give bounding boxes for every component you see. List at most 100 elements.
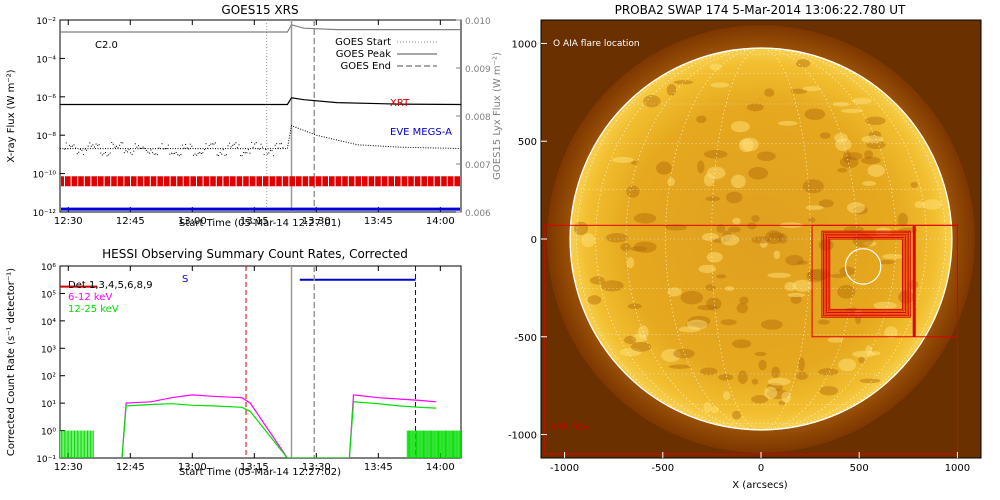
sun-texture-blob <box>680 290 704 305</box>
sun-texture-blob <box>795 59 811 68</box>
goes-short-point <box>279 143 281 145</box>
xrt-fov-box <box>544 224 958 455</box>
goes-short-point <box>137 145 139 147</box>
sun-texture-blob <box>838 358 857 372</box>
goes-short-point <box>82 154 84 156</box>
sun-texture-blob <box>631 333 647 343</box>
sun-texture-blob <box>861 135 884 144</box>
xrt-coverage-gap <box>394 176 395 187</box>
xrt-coverage-gap <box>446 176 448 187</box>
xrt-coverage-gap <box>189 176 191 187</box>
goes-short-point <box>224 154 226 156</box>
goes-short-point <box>192 154 194 156</box>
sun-texture-blob <box>706 252 723 263</box>
sun-texture-blob <box>845 152 863 161</box>
xrt-coverage-gap <box>367 176 369 187</box>
hessi-title: HESSI Observing Summary Count Rates, Cor… <box>102 247 408 261</box>
sun-texture-blob <box>840 108 864 113</box>
sun-texture-blob <box>698 264 717 274</box>
sun-texture-blob <box>771 366 781 379</box>
swap-panel: PROBA2 SWAP 174 5-Mar-2014 13:06:22.780 … <box>508 3 982 491</box>
hessi-series-6-12-kev <box>121 394 437 458</box>
sun-texture-blob <box>922 199 942 210</box>
goes-short-point <box>89 142 91 144</box>
goes-short-point <box>277 147 279 149</box>
xrt-pointing-box <box>829 238 903 310</box>
goes-short-point <box>142 146 144 148</box>
goes-short-point <box>70 146 72 148</box>
goes-ytick-label: 10⁻⁶ <box>36 94 56 104</box>
sun-texture-blob <box>859 378 881 384</box>
xrt-coverage-gap <box>341 176 343 187</box>
legend-goes-end: GOES End <box>341 61 391 72</box>
sun-texture-blob <box>611 156 634 163</box>
hessi-series-12-25-kev <box>121 401 437 458</box>
xrt-coverage-gap <box>361 176 362 187</box>
sun-texture-blob <box>700 367 718 376</box>
legend-goes-peak: GOES Peak <box>336 49 391 60</box>
goes-xrs-panel: GOES15 XRS 12:30 12:45 13:00 13:15 13:30 13:4… <box>6 3 503 229</box>
xrt-coverage-gap <box>235 176 237 187</box>
sun-texture-blob <box>703 402 713 413</box>
goes-xtick-label: 14:00 <box>426 216 455 227</box>
sun-texture-blob <box>710 406 719 414</box>
hessi-plot-frame <box>59 265 462 459</box>
sun-texture-blob <box>910 181 919 188</box>
xrt-fov-label: XRT FOV <box>550 423 589 433</box>
goes-short-point <box>81 149 83 151</box>
goes-short-point <box>78 151 80 153</box>
sun-texture-blob <box>747 222 757 230</box>
hessi-xtick-label: 13:30 <box>302 462 331 473</box>
goes-short-point <box>225 154 227 156</box>
hessi-ytick-label: 10² <box>41 373 56 383</box>
sun-texture-blob <box>819 386 839 396</box>
goes-short-point <box>167 144 169 146</box>
goes-short-point <box>196 154 198 156</box>
xrt-coverage-gap <box>255 176 257 187</box>
xrt-coverage-gap <box>262 176 263 187</box>
goes-short-point <box>98 144 100 146</box>
goes-short-point <box>233 143 235 145</box>
sun-texture-blob <box>860 156 881 165</box>
xrt-coverage-gap <box>215 176 217 187</box>
goes-short-point <box>136 146 138 148</box>
goes-xtick-label: 12:45 <box>116 216 145 227</box>
sun-texture-blob <box>796 260 808 265</box>
goes-short-point <box>156 154 158 156</box>
goes-xtick-label: 13:30 <box>302 216 331 227</box>
legend-det: Det 1,3,4,5,6,8,9 <box>68 280 153 291</box>
goes-short-point <box>230 146 232 148</box>
goes-short-point <box>232 144 234 146</box>
xrt-coverage-gap <box>182 176 184 187</box>
sun-texture-blob <box>627 303 642 310</box>
sun-texture-blob <box>798 357 805 372</box>
goes-y-ticks: 10⁻¹² 10⁻¹⁰ 10⁻⁸ 10⁻⁶ 10⁻⁴ 10⁻² <box>33 17 65 219</box>
goes-short-point <box>227 145 229 147</box>
sun-texture-blob <box>790 295 802 304</box>
goes-short-point <box>254 143 256 145</box>
sun-texture-blob <box>773 250 781 260</box>
goes-short-point <box>141 147 143 149</box>
goes-short-point <box>265 149 267 151</box>
sun-texture-blob <box>697 304 718 311</box>
goes-ylabel: X-ray Flux (W m⁻²) <box>6 69 17 162</box>
goes-xtick-label: 13:45 <box>364 216 393 227</box>
sun-texture-blob <box>768 232 785 239</box>
xrt-coverage-gap <box>334 176 336 187</box>
xrt-coverage-gap <box>176 176 178 187</box>
sun-texture-blob <box>703 173 715 187</box>
xrt-coverage-gap <box>374 176 376 187</box>
sun-texture-blob <box>589 276 605 285</box>
sun-texture-blob <box>802 86 821 92</box>
sun-texture-blob <box>626 185 640 198</box>
goes-short-point <box>183 147 185 149</box>
swap-ytick-label: 500 <box>518 137 537 148</box>
goes-short-point <box>161 143 163 145</box>
sun-texture-blob <box>728 226 741 233</box>
legend-goes-start: GOES Start <box>335 37 391 48</box>
sun-texture-blob <box>738 138 754 153</box>
aia-flare-label: O AIA flare location <box>553 39 640 49</box>
goes-short-point <box>128 149 130 151</box>
xrt-coverage-gap <box>130 176 131 187</box>
goes-ytick-label: 10⁻¹² <box>33 209 57 219</box>
